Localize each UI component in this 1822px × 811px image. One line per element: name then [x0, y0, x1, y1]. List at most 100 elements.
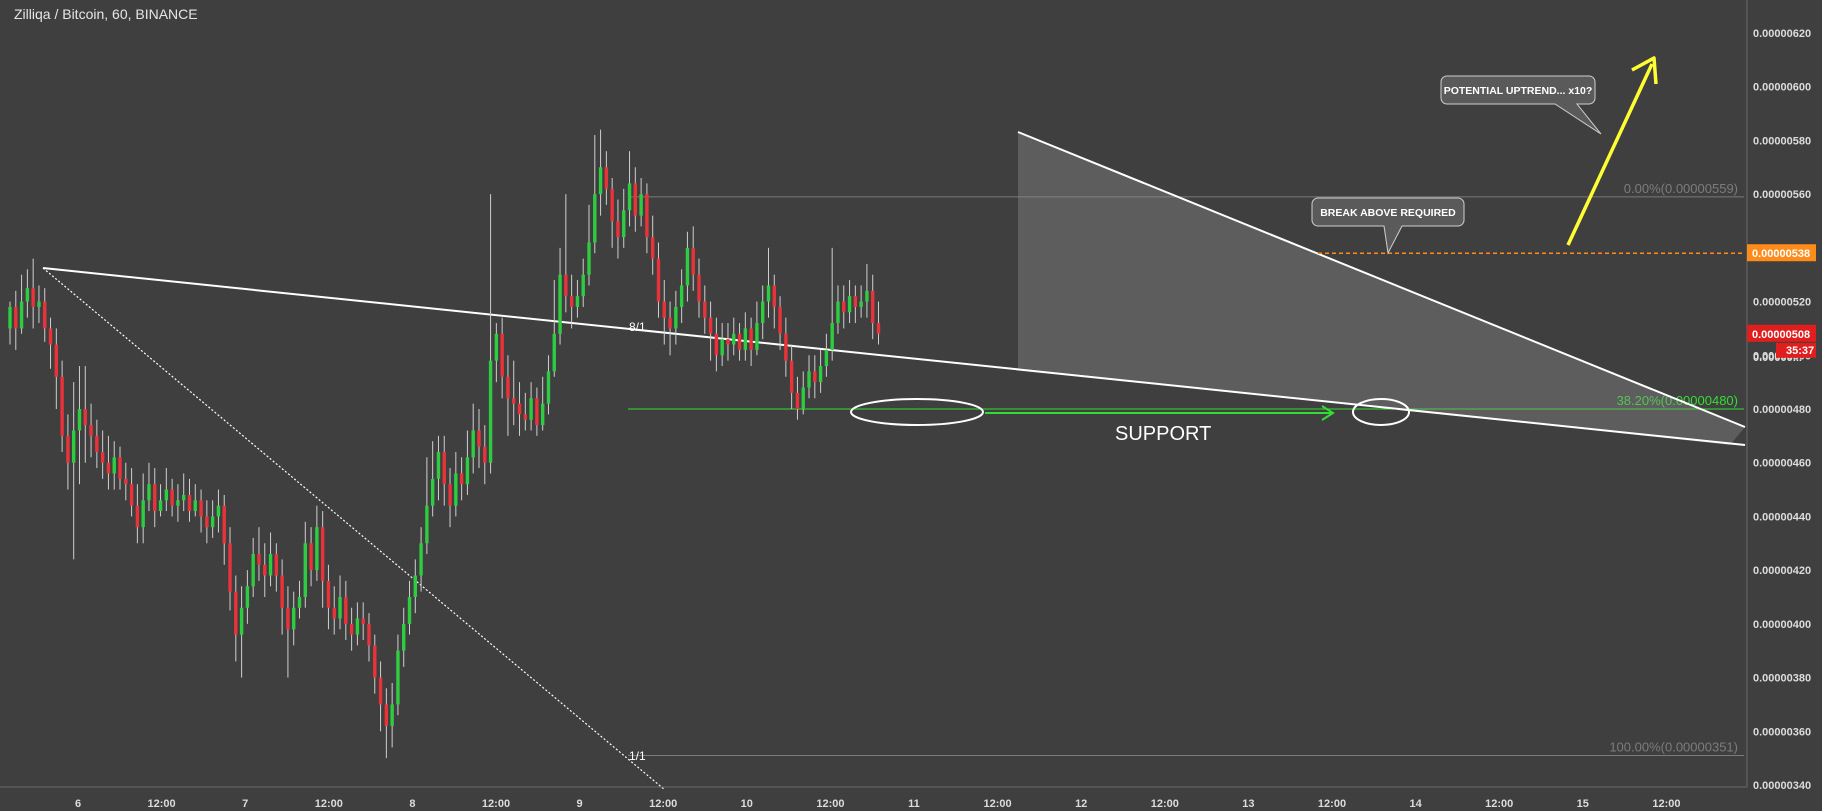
candle-body: [703, 301, 707, 318]
candle-body: [182, 494, 186, 501]
candle-body: [355, 618, 360, 635]
time-tick-label: 12:00: [148, 798, 176, 810]
uptrend-callout-bubble: [1440, 75, 1602, 135]
candle-body: [170, 489, 174, 506]
candle-body: [187, 494, 192, 512]
candle-body: [876, 323, 881, 334]
candle-body: [320, 527, 325, 581]
candle-body: [500, 333, 504, 377]
candle-body: [367, 623, 371, 646]
candle-body: [488, 360, 493, 463]
fib-label-100: 100.00%(0.00000351): [1609, 739, 1738, 754]
time-tick-label: 14: [1409, 798, 1422, 810]
candle-body: [743, 328, 748, 350]
candle-body: [755, 323, 759, 350]
time-tick-label: 12:00: [1151, 798, 1179, 810]
gann-label-top: 8/1: [629, 320, 646, 334]
price-tick-label: 0.00000460: [1753, 458, 1811, 470]
candle-body: [83, 409, 87, 426]
candle-body: [407, 597, 412, 624]
candle-body: [506, 376, 510, 399]
price-tick-label: 0.00000360: [1753, 726, 1811, 738]
candle-body: [818, 366, 823, 383]
candle-body: [871, 290, 875, 324]
candle-body: [442, 451, 446, 485]
candle-body: [71, 430, 76, 463]
last-price-text: 0.00000508: [1752, 329, 1810, 341]
candle-body: [732, 333, 736, 345]
alert-price-text: 0.00000538: [1752, 248, 1810, 260]
candle-body: [37, 301, 41, 307]
candle-body: [349, 623, 354, 635]
candle-body: [645, 194, 649, 238]
descending-resistance-line: [1017, 131, 1746, 428]
candle-body: [662, 301, 666, 318]
candle-body: [257, 554, 261, 565]
candle-body: [129, 484, 134, 506]
candle-body: [95, 435, 99, 452]
candle-body: [361, 618, 365, 624]
time-axis: 6 12:00 7 12:00 8 12:00 9 12:00 10 12:00 11 12:00 12…: [0, 786, 1747, 810]
candle-body: [222, 505, 226, 544]
candle-body: [43, 301, 47, 329]
candle-body: [396, 650, 400, 705]
candle-body: [228, 543, 232, 592]
candle-body: [795, 392, 800, 409]
candle-body: [378, 677, 383, 705]
time-tick-label: 8: [409, 798, 415, 810]
candle-body: [216, 505, 221, 517]
candle-body: [25, 288, 30, 302]
candle-body: [465, 457, 470, 485]
uptrend-arrow-line: [1566, 63, 1654, 246]
price-tick-label: 0.00000480: [1753, 404, 1811, 416]
candle-body: [477, 430, 481, 447]
candle-body: [529, 398, 533, 420]
candle-body: [668, 317, 672, 329]
candle-body: [14, 306, 18, 329]
candle-body: [164, 489, 169, 501]
candle-body: [679, 285, 684, 307]
candle-body: [89, 425, 93, 436]
price-tick-label: 0.00000440: [1753, 511, 1811, 523]
candle-body: [633, 183, 638, 216]
candle-body: [292, 607, 296, 630]
candle-body: [210, 516, 215, 528]
price-tick-label: 0.00000420: [1753, 565, 1811, 577]
candle-body: [784, 333, 788, 361]
candle-body: [274, 554, 279, 576]
candle-body: [48, 328, 53, 345]
candle-body: [836, 301, 840, 324]
time-tick-label: 12:00: [1318, 798, 1346, 810]
time-tick-label: 6: [75, 798, 81, 810]
chart-title: Zilliqa / Bitcoin, 60, BINANCE: [14, 6, 198, 22]
candle-body: [425, 505, 429, 544]
candle-body: [789, 360, 794, 393]
candle-body: [245, 586, 250, 608]
candle-body: [268, 554, 273, 576]
fib-label-0: 0.00%(0.00000559): [1624, 181, 1738, 196]
candle-body: [627, 183, 632, 211]
candle-body: [60, 376, 64, 436]
candle-body: [66, 435, 70, 463]
price-axis: 0.00000620 0.00000600 0.00000580 0.00000560…: [1746, 0, 1822, 811]
uptrend-callout-text: POTENTIAL UPTREND... x10?: [1444, 85, 1593, 97]
fibonacci-retracement: 0.00%(0.00000559)38.20%(0.00000480)100.0…: [628, 181, 1744, 756]
candle-body: [430, 478, 435, 506]
candle-body: [251, 554, 255, 587]
candle-body: [413, 575, 417, 597]
alert-price-tag: [1747, 244, 1816, 262]
candle-body: [552, 333, 556, 372]
candle-body: [100, 451, 105, 463]
candle-body: [303, 543, 307, 597]
time-tick-label: 12: [1075, 798, 1087, 810]
candle-body: [766, 285, 771, 302]
candle-body: [448, 484, 452, 506]
uptrend-arrow-head: [1631, 56, 1658, 85]
candle-body: [708, 317, 713, 334]
candle-body: [714, 333, 719, 356]
candle-body: [512, 398, 516, 404]
candle-body: [604, 167, 609, 189]
candle-body: [373, 645, 377, 678]
candle-body: [726, 339, 730, 345]
